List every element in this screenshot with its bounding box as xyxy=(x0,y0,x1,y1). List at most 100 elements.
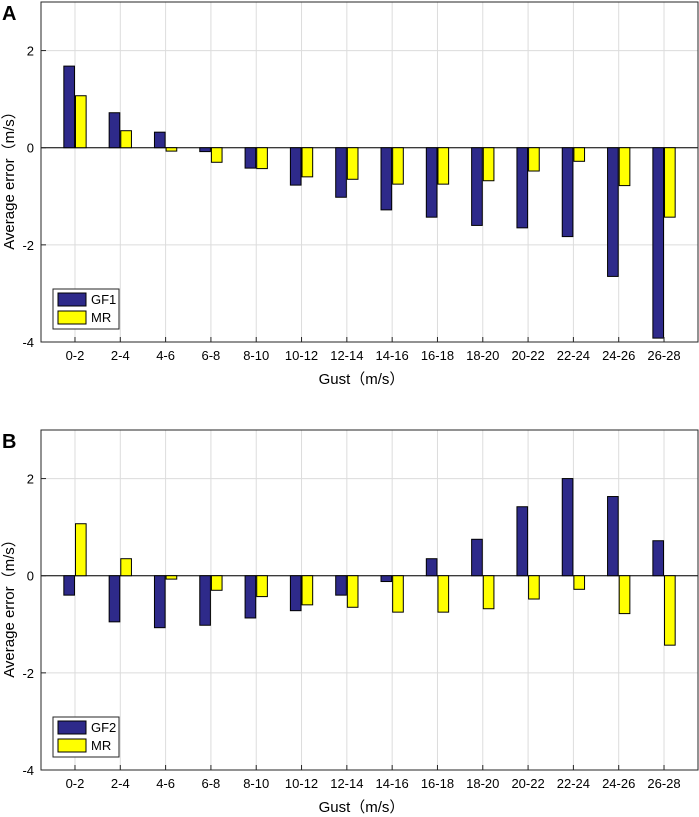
bar-gf1-8-10 xyxy=(244,147,257,169)
bar-gf1-10-12 xyxy=(289,147,302,186)
bar-gf2-16-18 xyxy=(425,558,438,577)
bar-gf2-24-26 xyxy=(607,496,619,577)
bar-mr-26-28 xyxy=(664,147,676,218)
bar-mr-8-10 xyxy=(256,147,268,170)
x-axis-label: Gust（m/s） xyxy=(319,371,405,388)
x-tick-label: 24-26 xyxy=(602,776,635,791)
bar-mr-22-24 xyxy=(573,147,586,162)
bar-mr-18-20 xyxy=(482,147,495,182)
bar-mr-24-26 xyxy=(618,147,631,187)
x-tick-label: 26-28 xyxy=(647,776,680,791)
x-tick-label: 6-8 xyxy=(202,776,221,791)
x-tick-label: 22-24 xyxy=(557,776,590,791)
legend: GF1 MR xyxy=(52,288,120,330)
bar-mr-6-8 xyxy=(210,575,223,591)
bar-mr-14-16 xyxy=(392,575,404,613)
plot-area-frame xyxy=(40,1,699,343)
legend-label-mr: MR xyxy=(91,310,111,325)
chart-panel-b: -4 -2 0 2 0-2 2-4 4-6 6-8 8-10 10-12 12-14 14-16 16-… xyxy=(1,429,699,816)
legend-label-gf2: GF2 xyxy=(91,720,116,735)
bar-gf1-14-16 xyxy=(380,147,393,211)
bar-mr-2-4 xyxy=(120,130,132,149)
panel-letter: B xyxy=(2,431,16,453)
x-axis-label: Gust（m/s） xyxy=(319,799,405,816)
x-tick-label: 14-16 xyxy=(376,776,409,791)
x-tick-label: 8-10 xyxy=(243,348,269,363)
bar-mr-0-2 xyxy=(74,523,87,577)
bar-gf1-26-28 xyxy=(652,147,665,339)
x-tick-label: 18-20 xyxy=(466,776,499,791)
legend-label-mr: MR xyxy=(91,738,111,753)
bar-gf1-2-4 xyxy=(108,112,121,149)
bar-gf2-2-4 xyxy=(108,575,121,623)
bar-gf1-22-24 xyxy=(561,147,574,238)
bar-gf2-20-22 xyxy=(516,506,529,577)
bar-gf2-12-14 xyxy=(335,575,347,596)
bar-mr-20-22 xyxy=(528,147,540,172)
bar-mr-12-14 xyxy=(346,575,359,608)
x-tick-label: 18-20 xyxy=(466,348,499,363)
x-tick-label: 10-12 xyxy=(285,776,318,791)
y-tick-label: 0 xyxy=(27,569,34,584)
bar-mr-4-6 xyxy=(165,147,178,152)
bar-gf1-4-6 xyxy=(153,131,166,149)
bar-mr-10-12 xyxy=(301,575,314,606)
panel-letter: A xyxy=(2,3,16,25)
bar-mr-6-8 xyxy=(210,147,223,163)
bar-gf2-6-8 xyxy=(199,575,211,626)
bar-mr-4-6 xyxy=(165,575,178,580)
bar-gf2-14-16 xyxy=(380,575,393,583)
legend-swatch-gf2 xyxy=(57,720,87,735)
bar-mr-12-14 xyxy=(346,147,359,180)
bar-mr-16-18 xyxy=(437,147,450,185)
legend-swatch-mr xyxy=(57,738,87,753)
x-tick-label: 12-14 xyxy=(330,776,363,791)
legend-swatch-mr xyxy=(57,310,87,325)
x-tick-label: 14-16 xyxy=(376,348,409,363)
bar-mr-14-16 xyxy=(392,147,404,185)
x-tick-label: 16-18 xyxy=(421,348,454,363)
bar-gf2-18-20 xyxy=(471,538,483,577)
bar-mr-20-22 xyxy=(528,575,540,600)
y-tick-label: -2 xyxy=(22,238,34,253)
bar-gf2-22-24 xyxy=(561,478,574,577)
legend-swatch-gf1 xyxy=(57,292,87,307)
bar-gf1-12-14 xyxy=(335,147,347,198)
x-tick-label: 0-2 xyxy=(66,348,85,363)
x-tick-label: 4-6 xyxy=(156,776,175,791)
y-tick-label: -4 xyxy=(22,335,34,350)
bar-mr-24-26 xyxy=(618,575,631,615)
y-tick-label: -4 xyxy=(22,763,34,778)
x-tick-label: 6-8 xyxy=(202,348,221,363)
bar-gf1-16-18 xyxy=(425,147,438,218)
x-tick-label: 20-22 xyxy=(511,348,544,363)
chart-panel-a: -4 -2 0 2 0-2 2-4 4-6 6-8 8-10 10-12 12-14 14-16 16-… xyxy=(1,1,699,388)
x-tick-label: 4-6 xyxy=(156,348,175,363)
bar-mr-18-20 xyxy=(482,575,495,610)
y-tick-label: 2 xyxy=(27,472,34,487)
x-tick-label: 2-4 xyxy=(111,776,130,791)
bar-gf2-10-12 xyxy=(289,575,302,612)
y-tick-label: 0 xyxy=(27,141,34,156)
bar-mr-2-4 xyxy=(120,558,132,577)
bar-gf1-6-8 xyxy=(199,147,211,153)
bar-gf2-26-28 xyxy=(652,540,665,577)
bar-gf1-0-2 xyxy=(63,65,75,149)
bar-gf1-20-22 xyxy=(516,147,529,229)
x-tick-label: 16-18 xyxy=(421,776,454,791)
legend: GF2 MR xyxy=(52,716,120,758)
x-tick-label: 2-4 xyxy=(111,348,130,363)
x-tick-label: 12-14 xyxy=(330,348,363,363)
y-tick-label: 2 xyxy=(27,44,34,59)
x-tick-label: 24-26 xyxy=(602,348,635,363)
bar-gf2-0-2 xyxy=(63,575,75,596)
bar-gf2-8-10 xyxy=(244,575,257,619)
x-tick-label: 22-24 xyxy=(557,348,590,363)
y-axis-label: Average error（m/s） xyxy=(1,104,18,250)
y-axis-label: Average error（m/s） xyxy=(1,532,18,678)
bar-mr-22-24 xyxy=(573,575,586,590)
bar-mr-16-18 xyxy=(437,575,450,613)
x-tick-label: 8-10 xyxy=(243,776,269,791)
plot-area-frame xyxy=(40,429,699,771)
x-tick-label: 10-12 xyxy=(285,348,318,363)
